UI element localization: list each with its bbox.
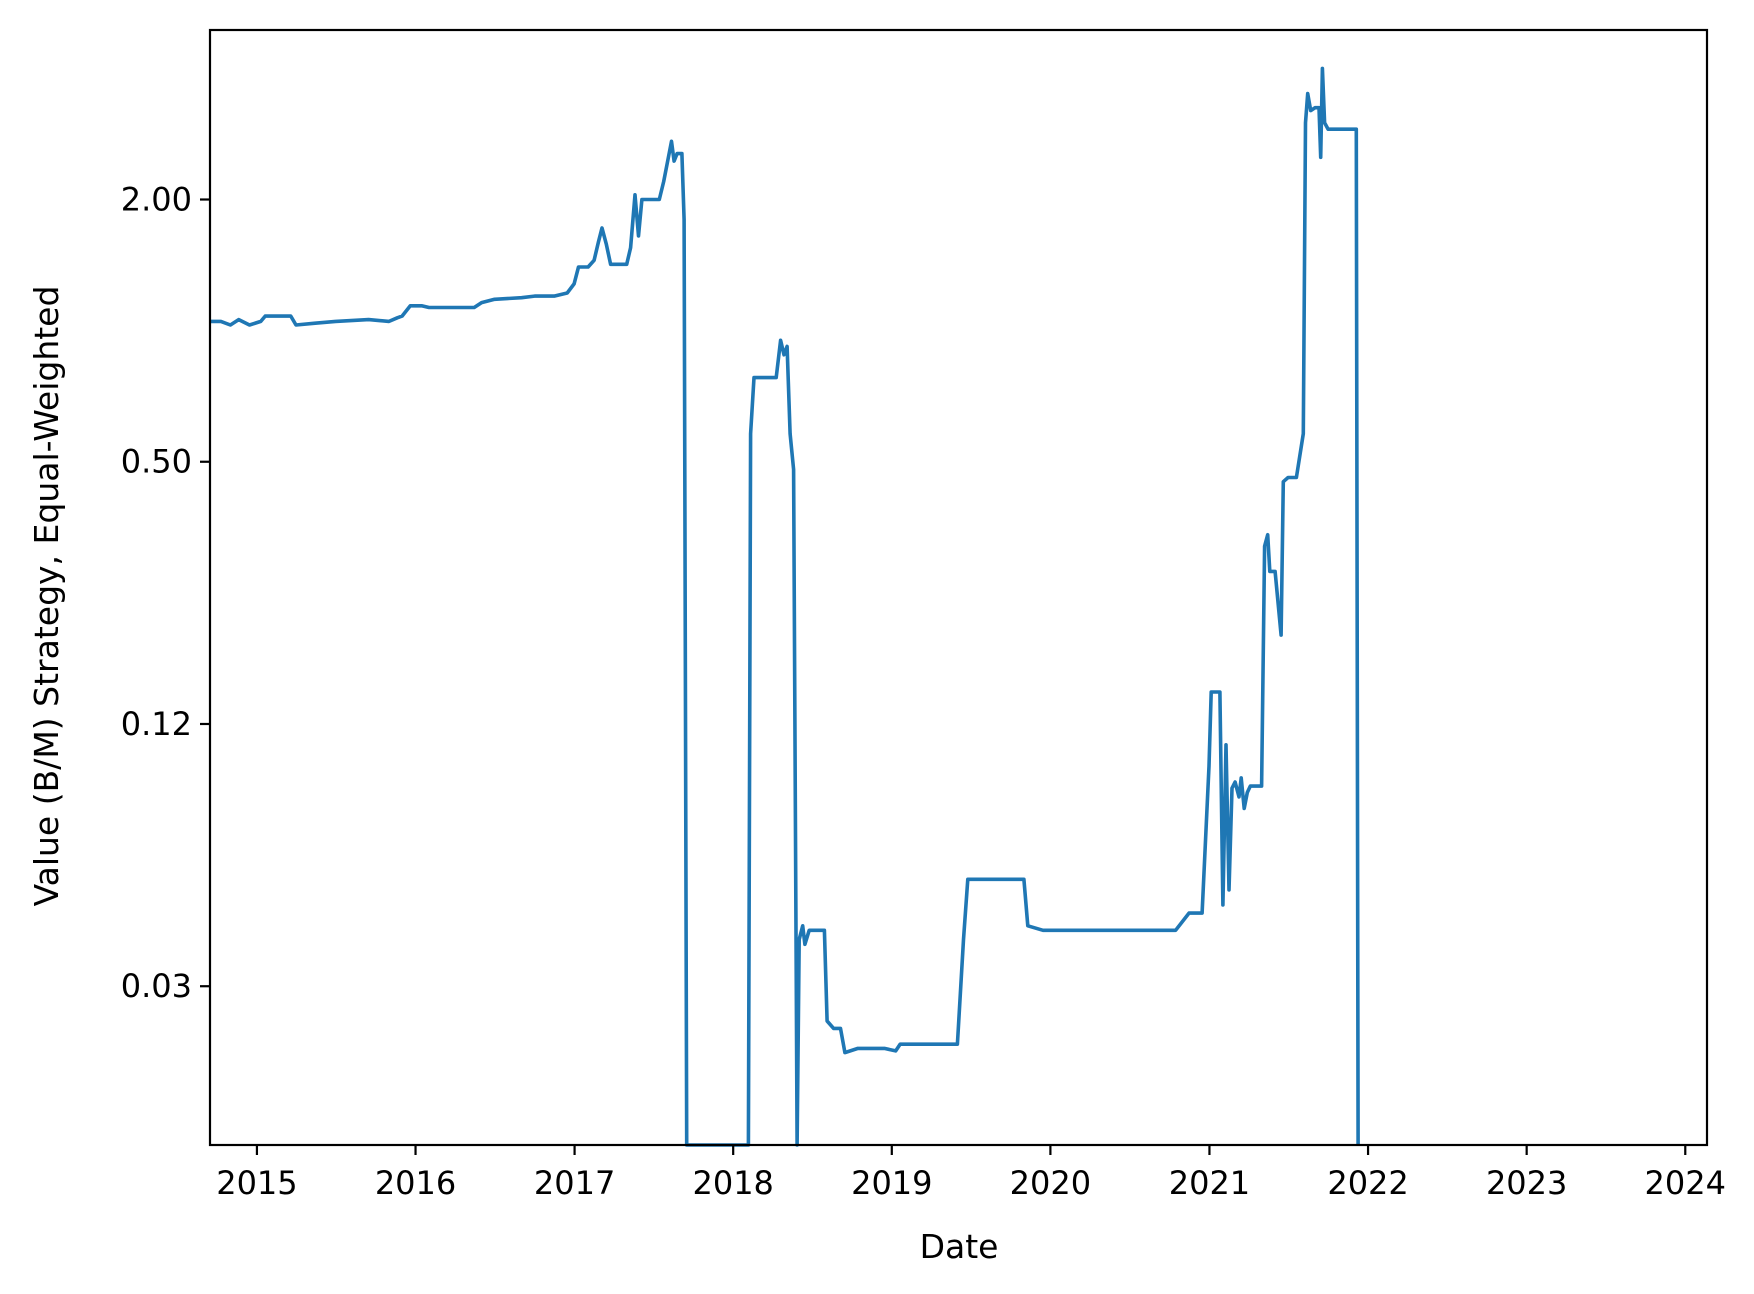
- y-tick-label: 0.03: [121, 967, 192, 1005]
- x-tick-label: 2022: [1327, 1164, 1408, 1202]
- y-tick-label: 0.50: [121, 443, 192, 481]
- x-tick-label: 2017: [534, 1164, 615, 1202]
- x-tick-label: 2015: [216, 1164, 297, 1202]
- x-tick-label: 2023: [1486, 1164, 1567, 1202]
- y-tick-label: 2.00: [121, 181, 192, 219]
- x-tick-label: 2016: [375, 1164, 456, 1202]
- plot-frame: [208, 28, 1709, 1147]
- x-tick-label: 2018: [692, 1164, 773, 1202]
- x-axis: 2015 2016 2017 2018 2019 2020 2021 2022 2023 2024: [216, 1145, 1726, 1202]
- x-axis-label: Date: [920, 1227, 999, 1266]
- x-tick-label: 2021: [1169, 1164, 1250, 1202]
- series-line-0: [210, 66, 1360, 1147]
- y-tick-label: 0.12: [121, 705, 192, 743]
- x-tick-label: 2024: [1645, 1164, 1726, 1202]
- y-axis: 2.00 0.50 0.12 0.03: [121, 181, 210, 1005]
- x-tick-label: 2020: [1010, 1164, 1091, 1202]
- plot-area: [210, 66, 1360, 1147]
- y-axis-label: Value (B/M) Strategy, Equal-Weighted: [27, 286, 66, 907]
- x-tick-label: 2019: [851, 1164, 932, 1202]
